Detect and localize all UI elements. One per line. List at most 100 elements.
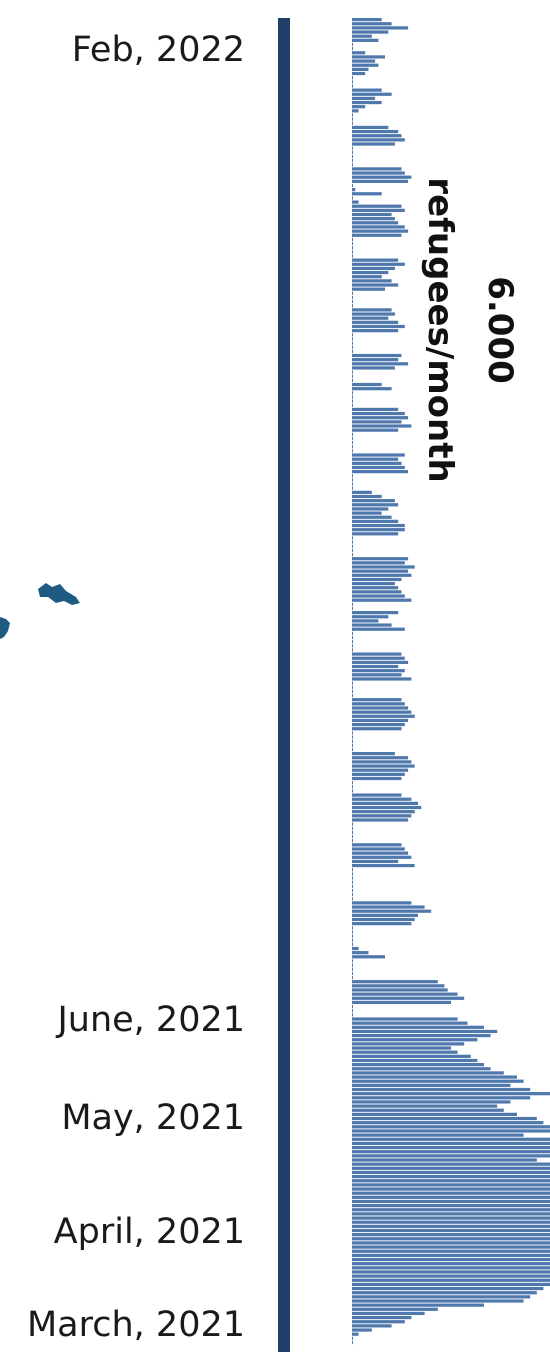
bar-319 [352, 1340, 353, 1345]
bar-169 [352, 718, 409, 723]
bar-193 [352, 818, 409, 822]
bar-253 [352, 1067, 491, 1071]
bar-236 [352, 996, 465, 1000]
bar-277 [352, 1166, 550, 1170]
bar-270 [352, 1137, 550, 1141]
bar-246 [352, 1038, 478, 1042]
bar-13 [352, 71, 366, 76]
bar-80 [352, 349, 353, 353]
bar-234 [352, 988, 448, 992]
bar-96 [352, 416, 409, 420]
bar-106 [352, 457, 399, 461]
bar-92 [352, 399, 353, 403]
bar-55 [352, 246, 353, 250]
bar-190 [352, 805, 422, 810]
bar-141 [352, 602, 353, 606]
bar-0 [352, 18, 382, 22]
bar-233 [352, 984, 445, 988]
bar-90 [352, 391, 353, 395]
bar-171 [352, 727, 402, 731]
bar-229 [352, 967, 353, 971]
bar-228 [352, 963, 353, 967]
bar-65 [352, 287, 385, 291]
bar-184 [352, 781, 353, 785]
bar-142 [352, 606, 353, 611]
bar-63 [352, 279, 392, 283]
bar-148 [352, 631, 353, 635]
timeline-axis-bar [278, 18, 290, 1352]
bar-76 [352, 333, 353, 337]
bar-255 [352, 1075, 517, 1079]
bar-54 [352, 241, 353, 246]
bar-138 [352, 590, 402, 594]
bar-276 [352, 1162, 550, 1166]
bar-154 [352, 656, 405, 660]
bar-296 [352, 1245, 550, 1249]
bar-33 [352, 154, 353, 159]
bar-167 [352, 710, 412, 714]
bar-109 [352, 470, 409, 474]
bar-268 [352, 1129, 550, 1133]
bar-46 [352, 208, 405, 212]
bar-211 [352, 892, 353, 897]
bar-283 [352, 1191, 550, 1195]
bar-263 [352, 1108, 504, 1112]
bar-223 [352, 942, 353, 946]
bar-222 [352, 938, 353, 942]
bar-61 [352, 270, 389, 275]
bar-290 [352, 1220, 550, 1224]
bar-298 [352, 1253, 550, 1257]
bar-189 [352, 801, 418, 805]
bar-199 [352, 843, 402, 847]
bar-195 [352, 826, 353, 830]
bar-163 [352, 693, 353, 698]
bar-231 [352, 975, 353, 980]
bar-100 [352, 432, 353, 436]
bar-84 [352, 366, 395, 370]
bar-20 [352, 100, 382, 105]
bar-88 [352, 382, 382, 387]
bar-261 [352, 1100, 511, 1104]
bar-103 [352, 445, 353, 449]
bar-198 [352, 839, 353, 843]
bar-144 [352, 615, 389, 619]
bar-47 [352, 212, 392, 217]
bar-51 [352, 229, 409, 233]
refugee-bar-chart [352, 18, 550, 1345]
bar-309 [352, 1299, 524, 1303]
bar-6 [352, 42, 353, 47]
bar-93 [352, 403, 353, 407]
bar-278 [352, 1170, 550, 1175]
bar-179 [352, 760, 412, 764]
bar-161 [352, 685, 353, 689]
bar-123 [352, 528, 405, 532]
bar-89 [352, 387, 392, 391]
bar-172 [352, 731, 353, 735]
bar-208 [352, 880, 353, 884]
bar-315 [352, 1324, 392, 1328]
date-label-april-2021: April, 2021 [53, 1212, 245, 1252]
bar-122 [352, 523, 405, 528]
bar-295 [352, 1241, 550, 1245]
bar-185 [352, 785, 353, 789]
bar-288 [352, 1212, 550, 1216]
bar-264 [352, 1112, 517, 1116]
bar-104 [352, 449, 353, 453]
bar-311 [352, 1307, 438, 1311]
bar-78 [352, 341, 353, 345]
bar-134 [352, 573, 412, 577]
bar-86 [352, 374, 353, 378]
bar-175 [352, 743, 353, 747]
bar-7 [352, 47, 353, 51]
bar-235 [352, 992, 458, 996]
bar-207 [352, 876, 353, 880]
bar-50 [352, 225, 405, 229]
bar-26 [352, 125, 389, 130]
bar-24 [352, 117, 353, 121]
bar-43 [352, 196, 353, 200]
bar-227 [352, 959, 353, 963]
bar-217 [352, 917, 415, 922]
bar-271 [352, 1141, 550, 1146]
bar-275 [352, 1158, 537, 1162]
bar-153 [352, 652, 402, 656]
